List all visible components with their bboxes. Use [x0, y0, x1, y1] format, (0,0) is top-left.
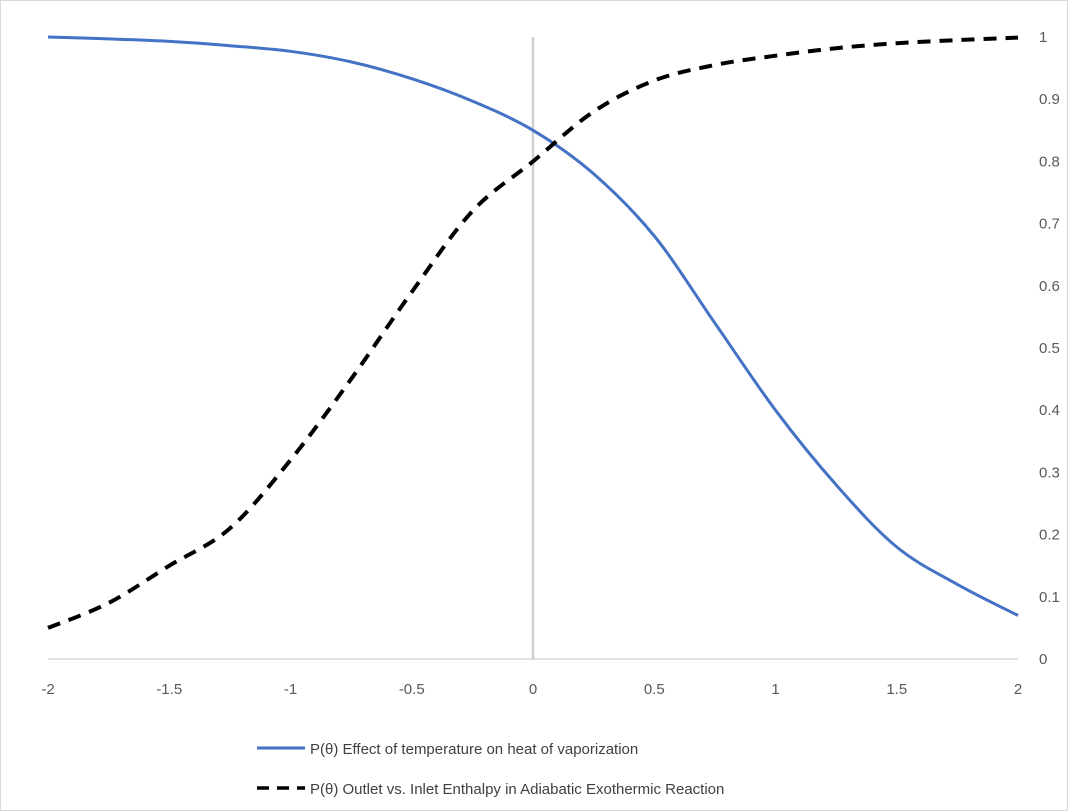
y-tick-label: 0.2: [1039, 527, 1060, 544]
legend-label-solid: P(θ) Effect of temperature on heat of va…: [310, 741, 638, 758]
y-tick-label: 0.5: [1039, 340, 1060, 357]
series-line-solid: [47, 35, 1019, 617]
x-tick-label: -0.5: [399, 681, 425, 698]
y-tick-label: 0.1: [1039, 589, 1060, 606]
y-tick-label: 0.6: [1039, 278, 1060, 295]
y-tick-label: 0: [1039, 651, 1047, 668]
y-tick-label: 0.9: [1039, 91, 1060, 108]
y-tick-label: 1: [1039, 29, 1047, 46]
series-line-dashed: [47, 35, 1019, 630]
y-tick-label: 0.7: [1039, 216, 1060, 233]
x-tick-label: 1: [771, 681, 779, 698]
x-tick-label: 1.5: [886, 681, 907, 698]
x-tick-label: 0.5: [644, 681, 665, 698]
legend-label-dashed: P(θ) Outlet vs. Inlet Enthalpy in Adiaba…: [310, 781, 724, 798]
x-tick-label: -1: [284, 681, 297, 698]
series-layer: [47, 35, 1019, 630]
axes: -2 -1.5 -1 -0.5 0 0.5 1 1.5 200.10.20.30.40.50.6…: [41, 29, 1060, 698]
y-tick-label: 0.4: [1039, 402, 1060, 419]
y-tick-label: 0.3: [1039, 464, 1060, 481]
x-tick-label: 2: [1014, 681, 1022, 698]
x-tick-label: 0: [529, 681, 537, 698]
legend-item-solid: P(θ) Effect of temperature on heat of va…: [257, 741, 638, 758]
y-tick-label: 0.8: [1039, 153, 1060, 170]
x-tick-label: -1.5: [156, 681, 182, 698]
x-tick-label: -2: [41, 681, 54, 698]
legend-item-dashed: P(θ) Outlet vs. Inlet Enthalpy in Adiaba…: [257, 781, 724, 798]
legend: P(θ) Effect of temperature on heat of va…: [257, 741, 724, 798]
